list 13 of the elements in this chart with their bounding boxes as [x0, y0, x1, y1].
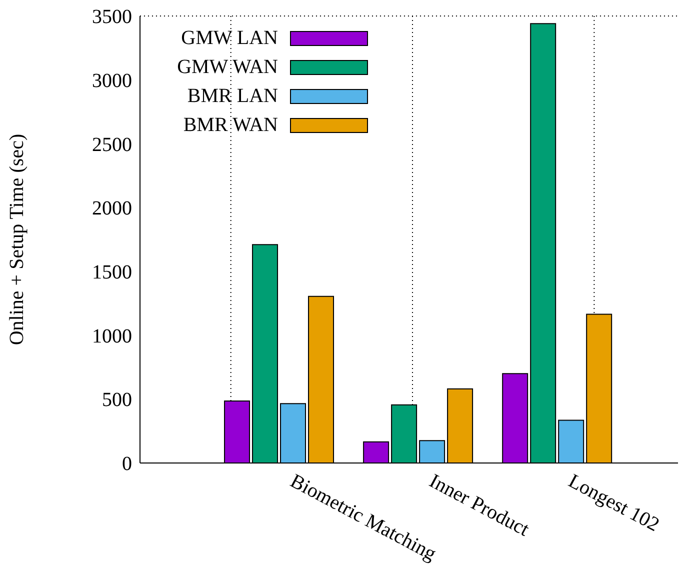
y-tick-label: 2000	[92, 198, 132, 220]
legend-label: BMR LAN	[186, 85, 278, 108]
y-tick-label: 500	[102, 389, 132, 412]
y-tick-label: 3000	[92, 70, 132, 92]
y-tick-label: 2500	[92, 134, 132, 156]
y-tick-label: 1000	[92, 325, 132, 348]
y-axis-title: Online + Setup Time (sec)	[6, 134, 28, 346]
y-tick-label: 3500	[92, 6, 132, 28]
legend-label: GMW WAN	[176, 56, 278, 79]
y-tick-label: 1500	[92, 262, 132, 284]
y-tick-label: 0	[122, 453, 132, 476]
legend-label: GMW LAN	[180, 27, 278, 50]
legend-label: BMR WAN	[182, 114, 278, 137]
